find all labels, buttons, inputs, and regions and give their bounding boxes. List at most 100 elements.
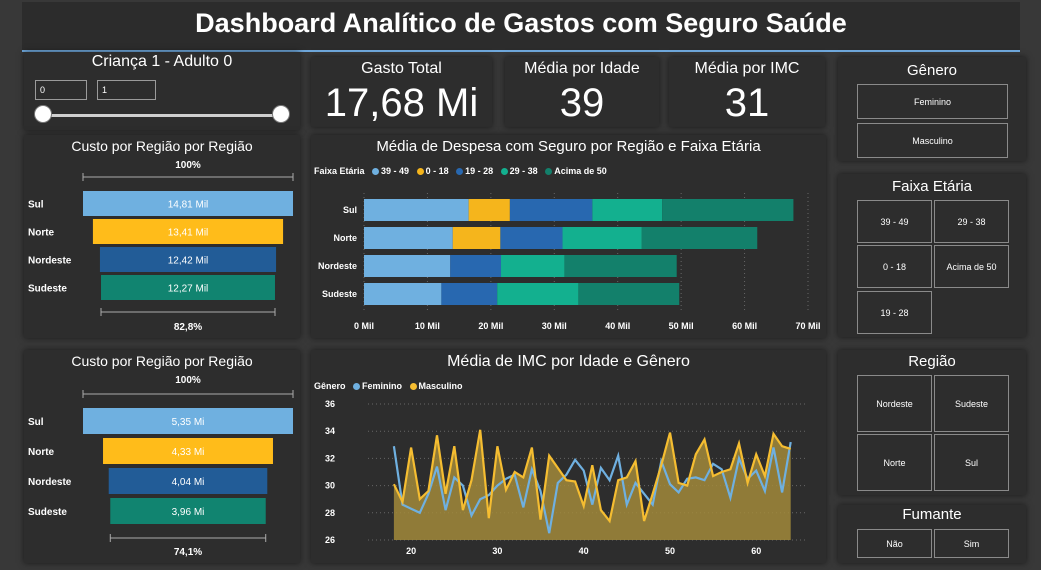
funnel-bar-sudeste <box>101 275 275 300</box>
x-tick-label: 40 Mil <box>605 321 630 331</box>
filter-option-19-28[interactable]: 19 - 28 <box>857 291 932 334</box>
bar-segment <box>662 199 794 221</box>
filter-title: Gênero <box>906 62 958 79</box>
funnel-category-label: Sul <box>28 417 44 428</box>
funnel-value-label: 12,27 Mil <box>168 284 209 295</box>
funnel-value-label: 4,04 Mi <box>172 477 205 488</box>
slider-max-input[interactable]: 1 <box>97 80 156 100</box>
kpi-label: Média por Idade <box>524 60 640 77</box>
funnel-card-1: Custo por Região por Região 100% 14,81 Mi… <box>24 135 300 338</box>
kpi-value: 17,68 Mi <box>324 81 479 125</box>
legend-dot <box>353 383 361 391</box>
slider-handle-min[interactable] <box>34 105 52 123</box>
legend-dot <box>416 168 424 176</box>
legend-item[interactable]: 29 - 38 <box>509 166 538 176</box>
funnel-bar-sul <box>83 408 293 434</box>
x-tick-label: 70 Mil <box>795 321 820 331</box>
funnel-chart-2[interactable]: 100% 5,35 Mi Sul 4,33 Mi Norte 4,04 Mi Nordest… <box>24 350 300 563</box>
kpi-value: 31 <box>724 81 770 125</box>
funnel-bar-nordeste <box>99 247 277 272</box>
bar-segment <box>562 227 642 249</box>
funnel-card-2: Custo por Região por Região 100% 5,35 Mi S… <box>24 350 300 563</box>
y-tick-label: 36 <box>325 399 335 409</box>
y-tick-label: 32 <box>325 453 335 463</box>
funnel-bar-sudeste <box>110 498 266 524</box>
legend-item[interactable]: 39 - 49 <box>381 166 410 176</box>
legend-item[interactable]: Masculino <box>418 381 463 391</box>
filter-card-fumante: Fumante Não Sim <box>838 505 1026 563</box>
legend-dot <box>372 168 380 176</box>
funnel-chart-1[interactable]: 100% 14,81 Mil Sul 13,41 Mil Norte 12,42 Mil N… <box>24 135 300 338</box>
filter-option-sudeste[interactable]: Sudeste <box>934 375 1009 432</box>
stacked-bar-card: Média de Despesa com Seguro por Região e… <box>311 135 826 338</box>
x-tick-label: 20 <box>406 546 416 556</box>
bar-segment <box>592 199 663 221</box>
chart-title: Média de Despesa com Seguro por Região e… <box>376 138 761 155</box>
title-bar: Dashboard Analítico de Gastos com Seguro… <box>22 2 1020 52</box>
area-chart[interactable]: 26 28 30 32 34 36 20 30 40 50 60 <box>311 350 826 563</box>
filter-option-norte[interactable]: Norte <box>857 434 932 491</box>
filter-option-0-18[interactable]: 0 - 18 <box>857 245 932 288</box>
x-tick-label: 0 Mil <box>354 321 374 331</box>
bar-segment <box>452 227 501 249</box>
funnel-value-label: 4,33 Mi <box>172 447 205 458</box>
funnel-category-label: Norte <box>28 228 55 239</box>
filter-option-nordeste[interactable]: Nordeste <box>857 375 932 432</box>
x-tick-label: 30 Mil <box>542 321 567 331</box>
stacked-bar-chart[interactable]: 0 Mil 10 Mil 20 Mil 30 Mil 40 Mil 50 Mil 60 Mi… <box>311 135 826 338</box>
funnel-value-label: 3,96 Mi <box>172 507 205 518</box>
y-category-label: Sudeste <box>322 289 357 299</box>
x-tick-label: 20 Mil <box>478 321 503 331</box>
x-tick-label: 60 Mil <box>732 321 757 331</box>
chart-title: Média de IMC por Idade e Gênero <box>447 353 690 370</box>
legend-item[interactable]: 19 - 28 <box>465 166 494 176</box>
dashboard-title: Dashboard Analítico de Gastos com Seguro… <box>195 8 847 38</box>
bar-segment <box>468 199 510 221</box>
kpi-value: 39 <box>559 81 605 125</box>
x-tick-label: 50 Mil <box>669 321 694 331</box>
bar-segment <box>509 199 593 221</box>
legend-item[interactable]: Acima de 50 <box>554 166 607 176</box>
filter-option-29-38[interactable]: 29 - 38 <box>934 200 1009 243</box>
funnel-bottom-label: 82,8% <box>174 322 202 333</box>
area-chart-card: Média de IMC por Idade e Gênero Gênero F… <box>311 350 826 563</box>
filter-option-sim[interactable]: Sim <box>934 529 1009 558</box>
funnel-bar-nordeste <box>108 468 268 494</box>
filter-card-faixa-etaria: Faixa Etária 39 - 49 29 - 38 0 - 18 Acim… <box>838 174 1026 337</box>
bar-segment <box>450 255 502 277</box>
y-tick-label: 34 <box>325 426 335 436</box>
slider-min-input[interactable]: 0 <box>35 80 87 100</box>
chart-title: Custo por Região por Região <box>71 353 253 369</box>
funnel-category-label: Sudeste <box>28 507 67 518</box>
kpi-card-gasto-total: Gasto Total 17,68 Mi <box>311 57 492 127</box>
filter-card-regiao: Região Nordeste Sudeste Norte Sul <box>838 350 1026 495</box>
x-tick-label: 10 Mil <box>415 321 440 331</box>
kpi-card-media-imc: Média por IMC 31 <box>669 57 825 127</box>
funnel-top-label: 100% <box>175 375 201 386</box>
bar-legend: Faixa Etária 39 - 49 0 - 18 19 - 28 29 -… <box>314 166 607 176</box>
legend-dot <box>456 168 464 176</box>
filter-option-feminino[interactable]: Feminino <box>857 84 1008 119</box>
y-tick-label: 28 <box>325 508 335 518</box>
filter-option-masculino[interactable]: Masculino <box>857 123 1008 158</box>
y-category-label: Nordeste <box>318 261 357 271</box>
funnel-category-label: Nordeste <box>28 477 72 488</box>
filter-option-nao[interactable]: Não <box>857 529 932 558</box>
legend-item[interactable]: Feminino <box>362 381 403 391</box>
slider-handle-max[interactable] <box>272 105 290 123</box>
filter-option-39-49[interactable]: 39 - 49 <box>857 200 932 243</box>
legend-title: Faixa Etária <box>314 166 365 176</box>
bar-segment <box>497 283 579 305</box>
area-legend: Gênero Feminino Masculino <box>314 381 463 391</box>
chart-title: Custo por Região por Região <box>71 138 253 154</box>
bar-segment <box>441 283 498 305</box>
kpi-label: Média por IMC <box>694 60 800 77</box>
slider-track[interactable] <box>44 114 282 117</box>
filter-option-sul[interactable]: Sul <box>934 434 1009 491</box>
y-category-label: Norte <box>333 233 357 243</box>
x-tick-label: 60 <box>751 546 761 556</box>
kpi-card-media-idade: Média por Idade 39 <box>505 57 659 127</box>
funnel-value-label: 13,41 Mil <box>168 228 209 239</box>
filter-option-acima-50[interactable]: Acima de 50 <box>934 245 1009 288</box>
legend-item[interactable]: 0 - 18 <box>425 166 449 176</box>
